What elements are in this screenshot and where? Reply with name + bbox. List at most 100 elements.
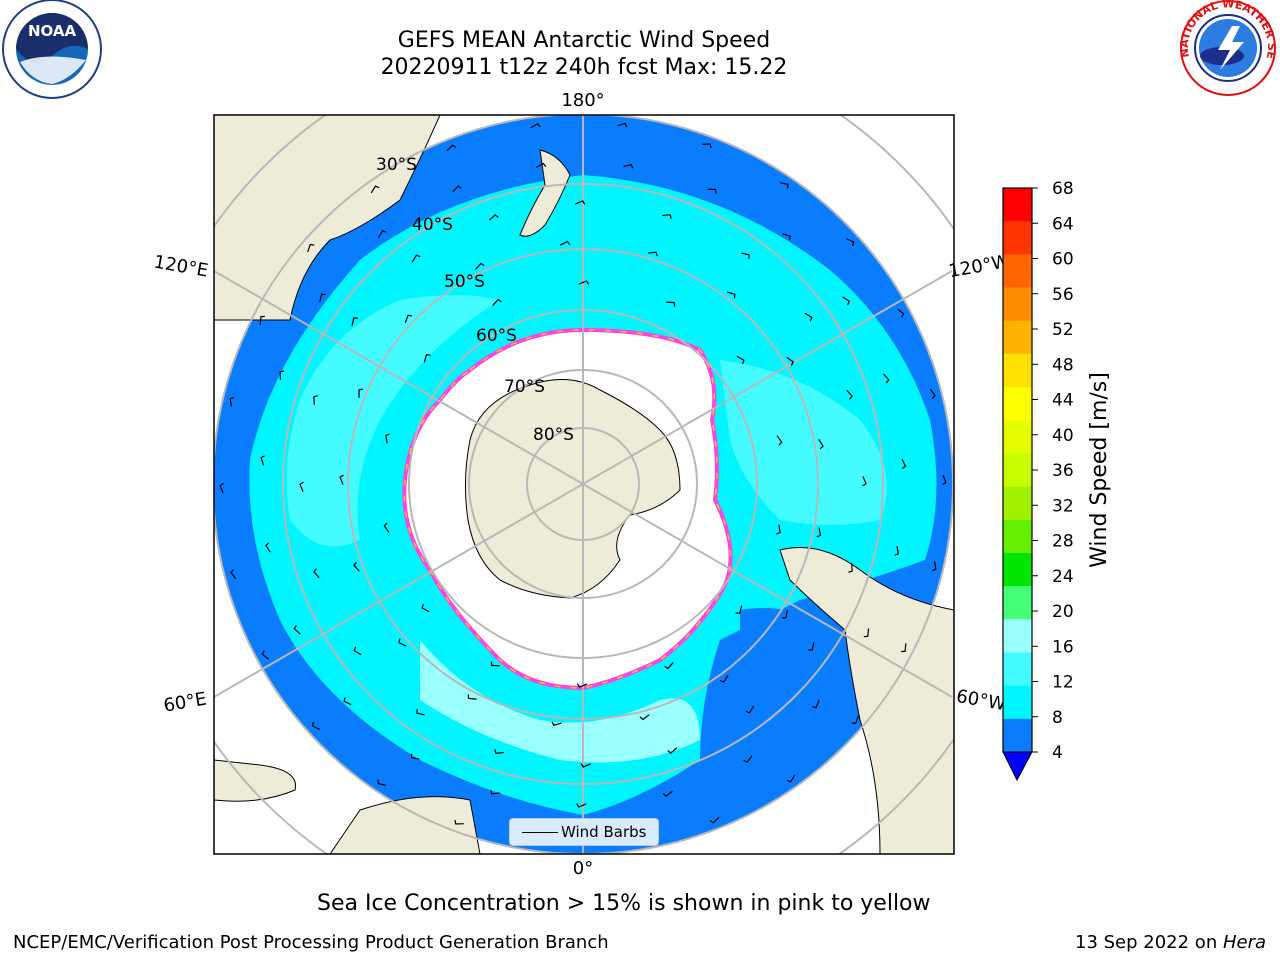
wind-barb xyxy=(219,482,224,494)
colorbar-swatch xyxy=(1003,420,1032,454)
wind-barb xyxy=(846,389,853,400)
wind-barb xyxy=(666,301,676,307)
wind-barb xyxy=(929,388,936,399)
svg-text:NATIONAL WEATHER SERVICE: NATIONAL WEATHER SERVICE xyxy=(0,0,1278,60)
colorbar-swatch xyxy=(1003,453,1032,488)
lon-label-0: 0° xyxy=(573,858,593,879)
land-south-america xyxy=(779,547,954,854)
colorbar-swatch xyxy=(1003,254,1032,289)
legend-label: Wind Barbs xyxy=(561,823,647,841)
wind-barb xyxy=(808,642,815,651)
wind-barb xyxy=(942,474,947,486)
nws-logo: NATIONAL WEATHER SERVICE xyxy=(0,0,1278,96)
lat-label-40s: 40°S xyxy=(412,215,453,235)
wind-barb xyxy=(745,705,755,714)
lat-label-80s: 80°S xyxy=(533,425,574,445)
colorbar-extend-arrow xyxy=(1002,751,1033,782)
wind-barb xyxy=(259,315,265,325)
colorbar-tick-label: 64 xyxy=(1052,214,1074,234)
footer-date: 13 Sep 2022 on Hera xyxy=(1075,932,1266,953)
wind-barb xyxy=(846,238,855,247)
wind-barb xyxy=(378,230,387,239)
legend-wind-barb-line xyxy=(522,832,558,833)
wind-barb xyxy=(779,182,789,189)
wind-barb xyxy=(786,774,796,783)
wind-barb xyxy=(707,188,717,194)
land-new-zealand xyxy=(519,149,571,237)
wind-barb xyxy=(343,697,352,706)
colorbar-tick-label: 40 xyxy=(1052,426,1074,446)
colorbar-tick-label: 28 xyxy=(1052,532,1074,552)
wind-barb xyxy=(446,144,457,152)
wind-barb xyxy=(576,683,588,688)
wind-barb xyxy=(578,280,590,285)
wind-barb xyxy=(882,373,890,384)
wind-barb xyxy=(782,233,791,241)
colorbar-tick-label: 36 xyxy=(1052,461,1074,481)
wind-barb xyxy=(377,779,387,786)
wind-barb xyxy=(535,162,547,168)
wind-barb xyxy=(475,262,485,270)
colorbar-swatch xyxy=(1003,552,1032,587)
wind-barb xyxy=(229,396,235,407)
wind-barb xyxy=(492,298,502,306)
wind-barb xyxy=(353,561,360,572)
colorbar-swatch xyxy=(1003,287,1032,322)
wind-barb xyxy=(260,455,265,466)
chart-subtitle: 20220911 t12z 240h fcst Max: 15.22 xyxy=(380,55,788,80)
wind-barb xyxy=(370,185,380,194)
wind-band-12-16-b xyxy=(720,360,887,525)
wind-barb xyxy=(862,476,867,487)
noaa-logo: NOAA xyxy=(2,0,102,99)
map-content xyxy=(214,115,954,854)
wind-barb xyxy=(901,458,907,470)
wind-barb xyxy=(261,650,269,660)
colorbar-swatch xyxy=(1003,320,1032,355)
colorbar-tick-label: 44 xyxy=(1052,391,1074,411)
colorbar-tick-label: 4 xyxy=(1052,743,1063,763)
wind-barb xyxy=(735,605,743,614)
footer-credit: NCEP/EMC/Verification Post Processing Pr… xyxy=(13,932,609,953)
wind-barb xyxy=(385,433,390,444)
colorbar-tick-label: 52 xyxy=(1052,320,1074,340)
wind-barb xyxy=(230,569,237,580)
wind-barb xyxy=(863,628,870,638)
wind-barb xyxy=(319,293,326,303)
wind-barb xyxy=(851,715,859,725)
colorbar-tick-label: 16 xyxy=(1052,637,1074,657)
colorbar-title: Wind Speed [m/s] xyxy=(1087,372,1112,568)
colorbar-swatches xyxy=(1003,188,1032,753)
wind-barb xyxy=(639,714,650,721)
wind-barb xyxy=(848,563,853,573)
wind-barb xyxy=(580,763,591,768)
wind-barb xyxy=(664,662,674,670)
wind-barb xyxy=(648,251,658,257)
colorbar-tick-label: 56 xyxy=(1052,285,1074,305)
wind-barb xyxy=(490,789,500,795)
colorbar-tick-label: 8 xyxy=(1052,708,1063,728)
colorbar-swatch xyxy=(1003,718,1032,753)
lat-label-70s: 70°S xyxy=(504,377,545,397)
wind-band-4-8-lower-right xyxy=(740,608,856,720)
graticule xyxy=(214,115,954,854)
wind-barb xyxy=(299,481,304,492)
colorbar-swatch xyxy=(1003,188,1032,222)
wind-barb xyxy=(358,388,364,398)
colorbar-tick-label: 60 xyxy=(1052,250,1074,270)
wind-barb xyxy=(383,522,390,533)
colorbar: 68 64 60 56 52 48 44 40 36 32 28 24 20 16 12 8 4 Wind Sp… xyxy=(1002,179,1112,782)
wind-barb xyxy=(353,646,362,656)
wind-barb xyxy=(781,609,788,619)
wind-barb xyxy=(719,674,729,683)
wind-barb xyxy=(398,638,407,647)
colorbar-swatch xyxy=(1003,387,1032,421)
legend: Wind Barbs xyxy=(509,818,659,846)
wind-barb xyxy=(812,699,820,709)
wind-barb xyxy=(736,355,745,365)
lat-label-50s: 50°S xyxy=(444,272,485,292)
colorbar-tick-label: 48 xyxy=(1052,355,1074,375)
wind-barb xyxy=(786,356,794,366)
colorbar-tick-label: 12 xyxy=(1052,673,1074,693)
wind-barb xyxy=(741,252,750,259)
